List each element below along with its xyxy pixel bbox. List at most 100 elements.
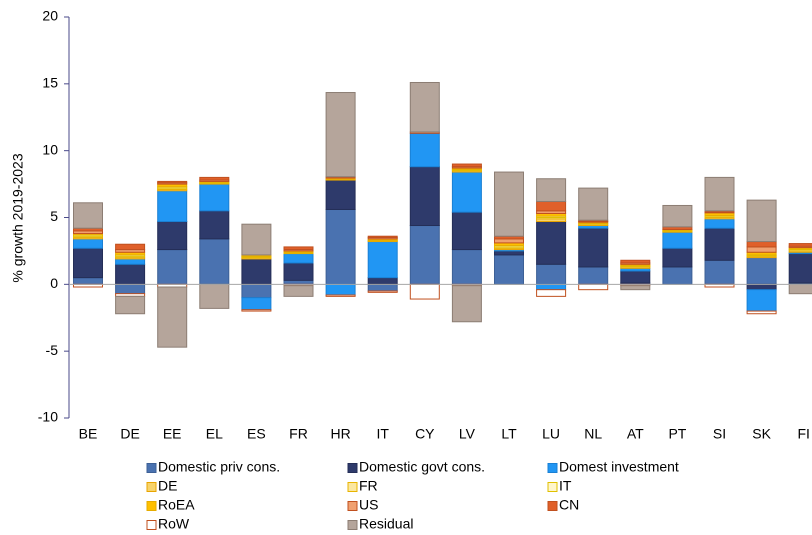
bar-segment bbox=[662, 266, 693, 285]
bar-segment bbox=[536, 200, 567, 212]
bar-segment bbox=[409, 81, 440, 133]
x-tick-label: LV bbox=[459, 426, 476, 442]
bar-segment bbox=[578, 227, 609, 268]
bar-segment bbox=[367, 283, 398, 292]
bar-segment bbox=[536, 283, 567, 291]
bar-segment bbox=[494, 171, 524, 237]
legend-swatch bbox=[347, 463, 358, 473]
y-tick-label: 20 bbox=[42, 8, 58, 24]
bar-segment bbox=[536, 263, 567, 285]
bar-segment bbox=[578, 283, 609, 291]
y-tick-label: 5 bbox=[50, 208, 58, 224]
bar-segment bbox=[788, 283, 812, 295]
bar-segment bbox=[578, 187, 609, 221]
bar-segment bbox=[73, 238, 103, 249]
bar-segment bbox=[367, 235, 398, 239]
bar-segment bbox=[283, 246, 314, 251]
bar-segment bbox=[788, 253, 812, 284]
x-tick-label: EE bbox=[163, 426, 182, 442]
bar-segment bbox=[536, 289, 567, 297]
legend-label: FR bbox=[359, 478, 378, 494]
bar-segment bbox=[620, 259, 651, 264]
legend-label: RoEA bbox=[158, 497, 195, 513]
bar-segment bbox=[704, 218, 735, 229]
bar-segment bbox=[620, 270, 651, 284]
bar-segment bbox=[494, 254, 524, 285]
bar-segment bbox=[157, 221, 188, 251]
bar-segment bbox=[241, 283, 272, 299]
bar-segment bbox=[662, 247, 693, 268]
legend-swatch bbox=[146, 501, 157, 511]
bar-segment bbox=[115, 258, 146, 265]
bar-segment bbox=[704, 227, 735, 261]
y-axis-label: % growth 2019-2023 bbox=[10, 153, 26, 282]
legend-swatch bbox=[347, 520, 358, 530]
legend-label: RoW bbox=[158, 516, 190, 532]
x-tick-label: NL bbox=[584, 426, 602, 442]
x-tick-label: SK bbox=[752, 426, 771, 442]
x-tick-label: ES bbox=[247, 426, 266, 442]
bar-segment bbox=[409, 132, 440, 168]
bar-segment bbox=[73, 202, 103, 229]
legend-swatch bbox=[347, 501, 358, 511]
bar-segment bbox=[704, 259, 735, 285]
bar-segment bbox=[325, 294, 356, 297]
legend-swatch bbox=[146, 520, 157, 530]
bar-segment bbox=[578, 266, 609, 285]
bar-segment bbox=[451, 211, 482, 251]
bar-segment bbox=[283, 253, 314, 264]
x-tick-label: CY bbox=[415, 426, 435, 442]
legend-label: Domestic priv cons. bbox=[158, 459, 280, 475]
bar-segment bbox=[746, 310, 777, 315]
bar-segment bbox=[367, 290, 398, 293]
x-tick-label: FI bbox=[797, 426, 809, 442]
bar-segment bbox=[241, 258, 272, 285]
bar-segment bbox=[451, 163, 482, 168]
bar-segment bbox=[199, 183, 230, 212]
bar-segment bbox=[199, 210, 230, 240]
legend-label: Residual bbox=[359, 516, 413, 532]
bar-segment bbox=[451, 171, 482, 213]
bar-segment bbox=[199, 238, 230, 285]
x-tick-label: FR bbox=[289, 426, 308, 442]
x-tick-label: EL bbox=[206, 426, 223, 442]
bar-segment bbox=[746, 283, 777, 291]
legend-label: IT bbox=[559, 478, 572, 494]
bar-segment bbox=[283, 262, 314, 281]
bar-segment bbox=[73, 277, 103, 285]
bar-segment bbox=[746, 257, 777, 285]
bar-segment bbox=[325, 208, 356, 285]
bar-segment bbox=[115, 283, 146, 295]
legend-label: Domestic govt cons. bbox=[359, 459, 485, 475]
bar-segment bbox=[115, 295, 146, 315]
bar-segment bbox=[746, 241, 777, 248]
legend-label: Domest investment bbox=[559, 459, 679, 475]
legend-swatch bbox=[547, 501, 558, 511]
bar-segment bbox=[157, 249, 188, 285]
bar-segment bbox=[662, 204, 693, 228]
bar-segment bbox=[157, 286, 188, 348]
bar-segment bbox=[283, 285, 314, 297]
bar-segment bbox=[746, 199, 777, 243]
legend-swatch bbox=[347, 482, 358, 492]
x-tick-label: LU bbox=[542, 426, 560, 442]
bar-segment bbox=[704, 176, 735, 212]
bar-segment bbox=[451, 285, 482, 323]
x-tick-label: DE bbox=[120, 426, 139, 442]
bar-segment bbox=[157, 180, 188, 184]
x-tick-label: AT bbox=[627, 426, 644, 442]
legend-label: DE bbox=[158, 478, 177, 494]
bar-segment bbox=[494, 250, 524, 256]
bar-segment bbox=[620, 285, 651, 291]
bar-segment bbox=[283, 279, 314, 285]
bar-segment bbox=[73, 247, 103, 279]
y-tick-label: -10 bbox=[38, 409, 58, 425]
legend-swatch bbox=[146, 463, 157, 473]
bar-segment bbox=[115, 263, 146, 285]
bar-segment bbox=[367, 241, 398, 279]
bar-segment bbox=[662, 231, 693, 249]
x-tick-label: IT bbox=[376, 426, 389, 442]
y-tick-label: 0 bbox=[50, 275, 58, 291]
